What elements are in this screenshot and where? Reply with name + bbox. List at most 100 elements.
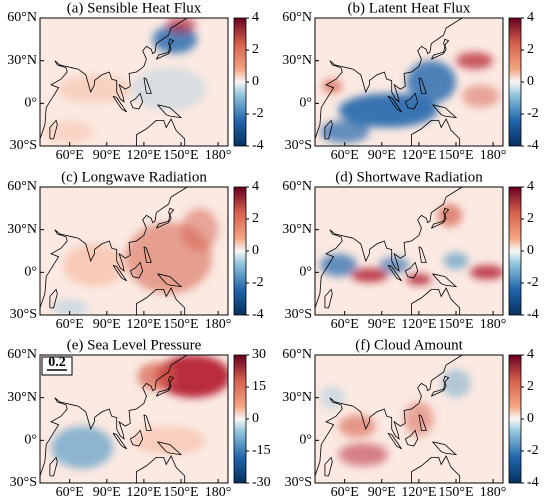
coastline	[129, 261, 144, 279]
field-blobs	[319, 52, 500, 144]
coastline	[432, 273, 458, 288]
panel-title: (b) Latent Heat Flux	[348, 0, 471, 16]
colorbar-tick-label: 4	[252, 10, 259, 25]
coastline	[136, 118, 186, 146]
field-blob	[156, 355, 228, 398]
field-blob	[441, 369, 471, 398]
x-tick-label: 180°	[205, 485, 232, 497]
coastline	[430, 375, 450, 397]
coastline	[49, 119, 58, 140]
y-tick-label: 60°N	[7, 347, 37, 362]
y-tick-label: 30°S	[10, 138, 37, 153]
field-blob	[469, 265, 503, 280]
field-blob	[322, 79, 343, 94]
panel-title: (f) Cloud Amount	[355, 337, 463, 353]
x-tick-label: 120°E	[401, 485, 436, 497]
field-blob	[462, 84, 500, 108]
map-panel: (e) Sea Level Pressure 60°E 90°E 120°E 150°E…	[7, 337, 270, 497]
field-blob	[338, 443, 388, 466]
field-blob	[181, 208, 219, 252]
x-tick-label: 180°	[480, 148, 507, 163]
coastline	[324, 456, 333, 477]
coastline	[112, 432, 127, 450]
field-blob	[166, 18, 196, 34]
field	[315, 187, 503, 315]
field-blob	[404, 401, 434, 437]
x-tick-label: 60°E	[331, 148, 359, 163]
colorbar-tick-label: 2	[527, 42, 534, 57]
coastline	[136, 455, 186, 483]
x-tick-label: 60°E	[331, 485, 359, 497]
x-tick-label: 60°E	[56, 317, 84, 332]
coastline	[315, 18, 463, 140]
field-blob	[406, 273, 432, 286]
x-tick-label: 120°E	[401, 148, 436, 163]
colorbar-tick-label: -2	[527, 443, 539, 458]
y-tick-label: 30°N	[7, 390, 37, 405]
coastline	[155, 207, 175, 229]
y-tick-label: 0°	[24, 96, 37, 111]
coastline	[430, 207, 450, 229]
y-tick-label: 0°	[299, 433, 312, 448]
colorbar-tick-label: 0	[252, 74, 259, 89]
coastline	[411, 118, 461, 146]
colorbar-tick-label: 2	[252, 211, 259, 226]
colorbar-tick-label: -4	[252, 307, 264, 322]
coastline	[418, 414, 427, 431]
colorbar-tick-label: -4	[527, 307, 539, 322]
field-blob	[443, 252, 469, 270]
x-tick-label: 90°E	[93, 485, 121, 497]
x-tick-label: 180°	[480, 317, 507, 332]
coastline	[432, 104, 458, 119]
colorbar-tick-label: 15	[252, 379, 266, 394]
map-frame	[314, 186, 504, 316]
x-tick-label: 150°E	[438, 148, 473, 163]
coastline	[143, 246, 152, 263]
y-tick-label: 30°N	[7, 53, 37, 68]
field	[40, 187, 228, 315]
field-blob	[131, 67, 206, 111]
colorbar-tick-label: 30	[252, 347, 266, 362]
x-tick-label: 150°E	[438, 485, 473, 497]
coastline	[143, 77, 152, 94]
colorbar-tick-label: 0	[527, 243, 534, 258]
colorbar-tick-label: -4	[527, 475, 539, 490]
colorbar-tick-label: 0	[252, 243, 259, 258]
x-tick-label: 90°E	[93, 317, 121, 332]
y-tick-label: 0°	[24, 265, 37, 280]
colorbar-tick-label: -4	[527, 138, 539, 153]
x-tick-label: 90°E	[368, 317, 396, 332]
field	[40, 18, 228, 146]
field-blob	[51, 426, 113, 469]
coastline	[112, 95, 127, 113]
coastline	[49, 456, 58, 477]
coastline	[129, 92, 144, 110]
map-frame	[314, 17, 504, 147]
coastline	[136, 287, 186, 315]
x-tick-label: 150°E	[163, 148, 198, 163]
y-tick-label: 30°N	[282, 222, 312, 237]
reference-vector-label: 0.2	[48, 355, 66, 370]
field-blob	[350, 268, 388, 283]
field-blob	[63, 243, 126, 287]
coastline	[155, 375, 175, 397]
field-blob	[319, 386, 345, 410]
colorbar	[508, 354, 522, 484]
colorbar-tick-label: 0	[252, 411, 259, 426]
panel-title: (a) Sensible Heat Flux	[67, 0, 202, 16]
y-tick-label: 30°N	[282, 390, 312, 405]
field-blob	[406, 60, 456, 104]
coastline	[418, 77, 427, 94]
coastline	[324, 288, 333, 309]
colorbar-tick-label: 2	[252, 42, 259, 57]
y-tick-label: 0°	[299, 96, 312, 111]
x-tick-label: 120°E	[126, 148, 161, 163]
map-panel: (a) Sensible Heat Flux 60°E 90°E 120°E 150°E…	[7, 0, 263, 163]
coastline	[40, 18, 188, 140]
y-tick-label: 0°	[299, 265, 312, 280]
map-frame	[39, 186, 229, 316]
map-panel: (b) Latent Heat Flux 60°E 90°E 120°E 150°E 18…	[282, 0, 538, 163]
y-tick-label: 30°S	[10, 307, 37, 322]
x-tick-label: 90°E	[368, 485, 396, 497]
